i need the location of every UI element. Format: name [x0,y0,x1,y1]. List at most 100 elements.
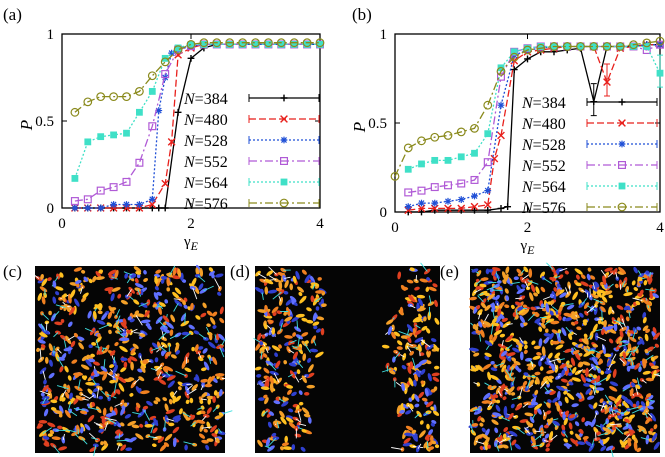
particle [199,399,204,404]
particle [214,415,223,420]
particle [414,403,420,408]
particle [55,291,60,296]
velocity-arrow [56,356,64,368]
particle [565,442,570,450]
data-point [96,92,106,102]
data-point [316,41,324,48]
particle [502,433,507,439]
particle [259,346,267,352]
velocity-arrow [126,276,132,284]
particle [108,329,112,335]
particle [263,323,268,330]
particle [312,312,317,322]
particle [39,286,48,293]
particle [576,326,582,331]
particle [264,379,269,388]
velocity-arrow [205,326,211,335]
velocity-arrow [56,385,69,390]
data-point [490,154,499,163]
particle [534,311,539,317]
particle [258,382,266,388]
velocity-arrow [478,292,484,296]
particle [119,345,128,353]
velocity-arrow [272,291,282,300]
particle [632,378,638,384]
legend-swatch-marker [617,202,627,212]
particle [134,282,144,289]
data-point [173,45,183,55]
particle [127,357,132,364]
particle [544,328,549,333]
data-point [148,204,156,212]
particle [559,363,567,369]
data-point [430,204,439,213]
particle [388,369,396,375]
particle [134,278,139,284]
velocity-arrow [487,402,493,408]
particle [512,338,520,343]
particle [98,428,104,433]
particle [495,324,501,332]
particle [292,351,299,360]
particle [477,415,482,422]
panel-label-a: (a) [3,5,22,24]
velocity-arrow [486,285,497,291]
data-point [83,195,92,204]
particle [480,417,485,423]
particle [166,287,171,292]
particle [511,439,517,446]
particle [288,408,294,413]
particle [70,340,76,348]
velocity-arrow [184,312,186,324]
particle [430,406,435,411]
x-tick-label: 2 [524,220,532,236]
particle [633,266,638,274]
data-point [168,49,176,57]
legend-entry: N=384 [183,91,320,108]
velocity-arrow [562,303,574,306]
particle [295,270,300,280]
data-point [444,156,452,164]
velocity-arrow [284,276,291,279]
particle [40,273,44,280]
velocity-arrow [495,362,505,367]
particle [563,438,568,443]
particle [49,430,55,435]
particle [569,430,574,435]
particle [580,281,589,287]
particle [301,407,310,415]
particle [178,408,183,415]
particle [185,399,190,404]
particle [560,301,566,306]
particle [629,336,637,343]
particle [505,266,510,274]
particle [571,377,582,382]
particle [37,423,42,429]
particle [540,286,546,293]
particle [111,410,116,416]
particle [269,382,274,393]
data-point [187,54,195,62]
particle [141,365,146,373]
particle [624,418,630,423]
velocity-arrow [65,429,77,433]
particle [287,389,292,395]
snapshot-c-particles [32,264,233,456]
velocity-arrow [531,361,534,367]
particle [61,426,70,433]
data-point [404,165,412,173]
particle [202,348,208,354]
particle [81,355,88,362]
velocity-arrow [497,390,502,397]
legend-entry: N=480 [183,112,320,129]
particle [206,407,212,415]
data-point [497,101,505,109]
particle [203,361,210,371]
particle [628,428,636,434]
data-point [497,205,505,212]
velocity-arrow [500,416,510,422]
particle [469,296,477,301]
particle [64,409,71,419]
particle [593,428,599,433]
particle [406,324,414,333]
